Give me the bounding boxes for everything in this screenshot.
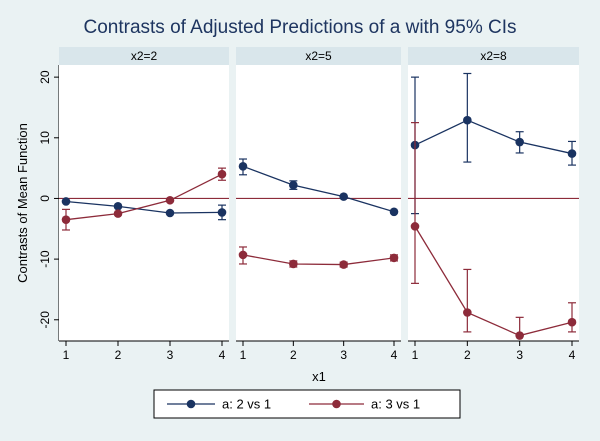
x-tick-label: 4 — [219, 348, 226, 362]
data-point — [61, 197, 71, 206]
panel-label: x2=8 — [480, 49, 507, 63]
data-point — [289, 259, 298, 269]
x-tick-label: 4 — [391, 348, 398, 362]
y-tick-label: 20 — [38, 70, 52, 84]
panel-plot-area — [236, 65, 401, 341]
series-line — [65, 200, 223, 214]
data-point — [165, 195, 175, 205]
legend-label: a: 2 vs 1 — [222, 397, 271, 412]
x-tick-label: 1 — [240, 348, 247, 362]
legend-marker — [332, 399, 341, 409]
y-axis-title: Contrasts of Mean Function — [15, 123, 30, 283]
data-point — [289, 180, 298, 190]
x-tick-label: 3 — [167, 348, 174, 362]
data-point — [339, 192, 348, 201]
panel-2: x2=5 1 2 3 4 — [236, 47, 401, 362]
data-point — [463, 308, 472, 317]
x-tick-label: 2 — [464, 348, 471, 362]
panel-3: x2=8 1 2 3 4 — [408, 47, 579, 362]
series-line — [242, 165, 395, 213]
data-point — [113, 209, 123, 218]
legend-marker — [186, 399, 196, 409]
panel-label: x2=2 — [131, 49, 158, 63]
x-tick-label: 2 — [115, 348, 122, 362]
data-point — [165, 208, 175, 218]
legend: a: 2 vs 1 a: 3 vs 1 — [153, 389, 461, 419]
data-point — [463, 115, 472, 125]
data-point — [567, 317, 577, 327]
y-tick-label: -20 — [38, 311, 52, 329]
panel-strip — [59, 47, 229, 65]
data-point — [339, 260, 348, 269]
data-point — [567, 149, 577, 158]
data-point — [410, 222, 420, 231]
panel-strip — [236, 47, 401, 65]
series-line — [65, 173, 223, 221]
series-line — [414, 226, 573, 337]
y-tick-label: 10 — [38, 131, 52, 145]
x-tick-label: 1 — [63, 348, 70, 362]
x-tick-label: 1 — [412, 348, 419, 362]
data-point — [389, 253, 399, 263]
x-tick-label: 3 — [516, 348, 523, 362]
legend-label: a: 3 vs 1 — [371, 397, 420, 412]
x-tick-label: 2 — [290, 348, 297, 362]
panel-label: x2=5 — [305, 49, 332, 63]
x-tick-label: 3 — [340, 348, 347, 362]
panel-strip — [408, 47, 579, 65]
chart-title: Contrasts of Adjusted Predictions of a w… — [84, 17, 517, 38]
data-point — [113, 202, 123, 211]
x-tick-label: 4 — [569, 348, 576, 362]
data-point — [238, 162, 248, 171]
series-line — [414, 119, 573, 155]
data-point — [217, 169, 227, 179]
x-axis-title: x1 — [312, 369, 326, 384]
y-tick-label: -10 — [38, 250, 52, 268]
panel-1: x2=2 1 2 3 4 — [59, 47, 229, 362]
data-point — [61, 215, 71, 224]
panel-plot-area — [408, 65, 579, 341]
data-point — [217, 208, 227, 217]
data-point — [238, 250, 248, 260]
data-point — [515, 137, 524, 147]
data-point — [389, 207, 399, 217]
series-line — [242, 254, 395, 266]
y-tick-label: 0 — [38, 195, 52, 202]
data-point — [515, 331, 524, 340]
